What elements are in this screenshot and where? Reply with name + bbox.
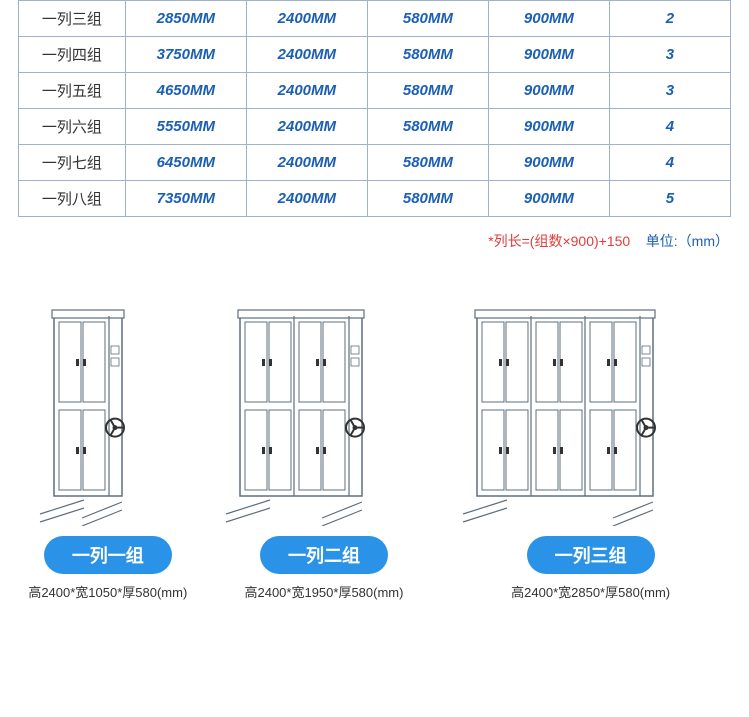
row-length: 5550MM (125, 109, 246, 145)
row-count: 2 (609, 1, 730, 37)
cabinet-title-pill: 一列二组 (260, 536, 388, 574)
row-length: 2850MM (125, 1, 246, 37)
row-count: 5 (609, 181, 730, 217)
row-depth: 580MM (367, 181, 488, 217)
row-unit-width: 900MM (488, 109, 609, 145)
row-name: 一列七组 (19, 145, 126, 181)
row-name: 一列五组 (19, 73, 126, 109)
row-height: 2400MM (246, 145, 367, 181)
row-depth: 580MM (367, 37, 488, 73)
row-count: 4 (609, 145, 730, 181)
row-count: 4 (609, 109, 730, 145)
row-length: 3750MM (125, 37, 246, 73)
row-depth: 580MM (367, 109, 488, 145)
cabinet-drawing (461, 266, 721, 526)
formula-text: *列长=(组数×900)+150 (488, 233, 630, 249)
cabinet-svg (461, 276, 721, 526)
row-height: 2400MM (246, 1, 367, 37)
unit-text: 单位:（mm） (646, 233, 729, 249)
table-row: 一列六组5550MM2400MM580MM900MM4 (19, 109, 731, 145)
spec-table: 一列三组2850MM2400MM580MM900MM2一列四组3750MM240… (18, 0, 731, 217)
cabinet-drawing (224, 266, 424, 526)
row-depth: 580MM (367, 145, 488, 181)
row-unit-width: 900MM (488, 1, 609, 37)
row-unit-width: 900MM (488, 73, 609, 109)
cabinet-block: 一列一组高2400*宽1050*厚580(mm) (28, 266, 187, 601)
row-height: 2400MM (246, 37, 367, 73)
cabinet-dimensions: 高2400*宽1950*厚580(mm) (244, 582, 403, 601)
row-unit-width: 900MM (488, 37, 609, 73)
row-length: 4650MM (125, 73, 246, 109)
cabinet-title-pill: 一列一组 (44, 536, 172, 574)
cabinet-block: 一列三组高2400*宽2850*厚580(mm) (461, 266, 721, 601)
table-row: 一列四组3750MM2400MM580MM900MM3 (19, 37, 731, 73)
row-depth: 580MM (367, 73, 488, 109)
row-unit-width: 900MM (488, 145, 609, 181)
row-unit-width: 900MM (488, 181, 609, 217)
cabinet-dimensions: 高2400*宽2850*厚580(mm) (511, 582, 670, 601)
table-row: 一列七组6450MM2400MM580MM900MM4 (19, 145, 731, 181)
row-height: 2400MM (246, 109, 367, 145)
cabinet-block: 一列二组高2400*宽1950*厚580(mm) (224, 266, 424, 601)
row-count: 3 (609, 73, 730, 109)
table-row: 一列八组7350MM2400MM580MM900MM5 (19, 181, 731, 217)
row-name: 一列四组 (19, 37, 126, 73)
row-height: 2400MM (246, 73, 367, 109)
cabinet-drawing (38, 266, 178, 526)
formula-note: *列长=(组数×900)+150 单位:（mm） (0, 231, 729, 251)
cabinet-svg (38, 276, 178, 526)
row-length: 7350MM (125, 181, 246, 217)
row-depth: 580MM (367, 1, 488, 37)
cabinet-dimensions: 高2400*宽1050*厚580(mm) (28, 582, 187, 601)
row-count: 3 (609, 37, 730, 73)
row-name: 一列六组 (19, 109, 126, 145)
table-row: 一列五组4650MM2400MM580MM900MM3 (19, 73, 731, 109)
cabinet-title-pill: 一列三组 (527, 536, 655, 574)
spec-table-wrapper: 一列三组2850MM2400MM580MM900MM2一列四组3750MM240… (18, 0, 731, 217)
row-name: 一列八组 (19, 181, 126, 217)
row-name: 一列三组 (19, 1, 126, 37)
row-height: 2400MM (246, 181, 367, 217)
cabinet-svg (224, 276, 424, 526)
cabinet-illustrations: 一列一组高2400*宽1050*厚580(mm) 一列二组高2400*宽1950*… (10, 291, 739, 601)
row-length: 6450MM (125, 145, 246, 181)
table-row: 一列三组2850MM2400MM580MM900MM2 (19, 1, 731, 37)
